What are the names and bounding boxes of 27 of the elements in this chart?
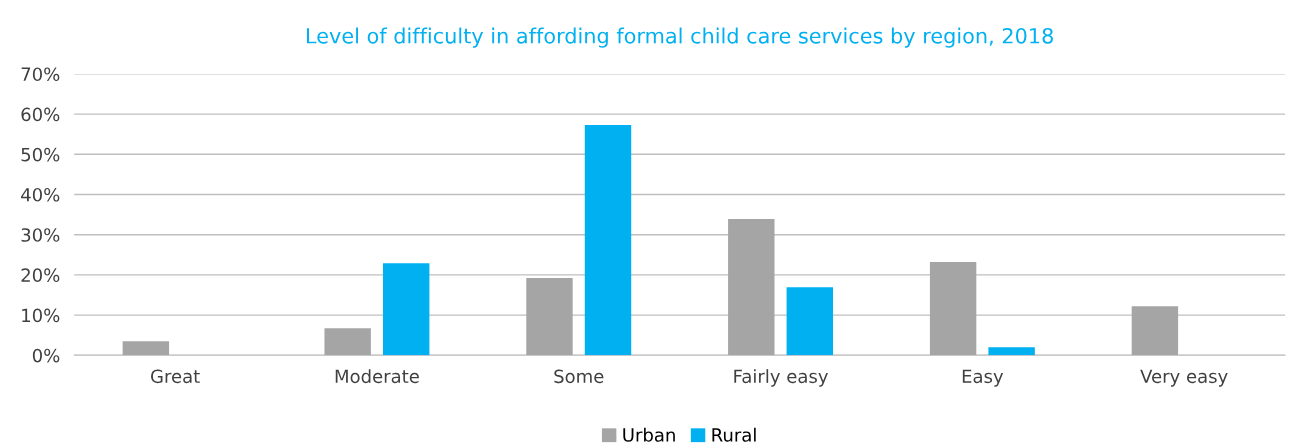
y-tick-label: 0% (32, 348, 60, 363)
x-tick-label: Very easy (1140, 369, 1228, 387)
bar (1131, 306, 1179, 356)
y-tick-label: 30% (21, 228, 60, 242)
bar (786, 287, 834, 356)
bar (929, 262, 977, 356)
y-tick-label: 50% (21, 147, 60, 162)
y-tick-label: 10% (22, 308, 60, 323)
x-tick-label: Fairly easy (734, 369, 828, 387)
y-tick-label: 40% (21, 187, 60, 202)
bar (728, 219, 775, 356)
bar (122, 341, 170, 356)
x-tick-label: Moderate (335, 369, 419, 384)
x-tick-label: Great (151, 369, 200, 384)
bar (382, 263, 430, 356)
y-tick-label: 60% (21, 107, 60, 122)
bar (584, 124, 632, 356)
bar (988, 347, 1035, 356)
x-tick-label: Easy (962, 369, 1004, 387)
legend-label: Urban (623, 427, 675, 442)
y-tick-label: 20% (21, 268, 60, 282)
x-tick-label: Some (554, 369, 604, 384)
bar (324, 328, 371, 356)
y-tick-label: 70% (21, 67, 60, 82)
chart-title: Level of difficulty in affording formal child care services by region, 2018 (306, 27, 1053, 48)
bar (526, 278, 573, 356)
legend-label: Rural (712, 427, 756, 442)
